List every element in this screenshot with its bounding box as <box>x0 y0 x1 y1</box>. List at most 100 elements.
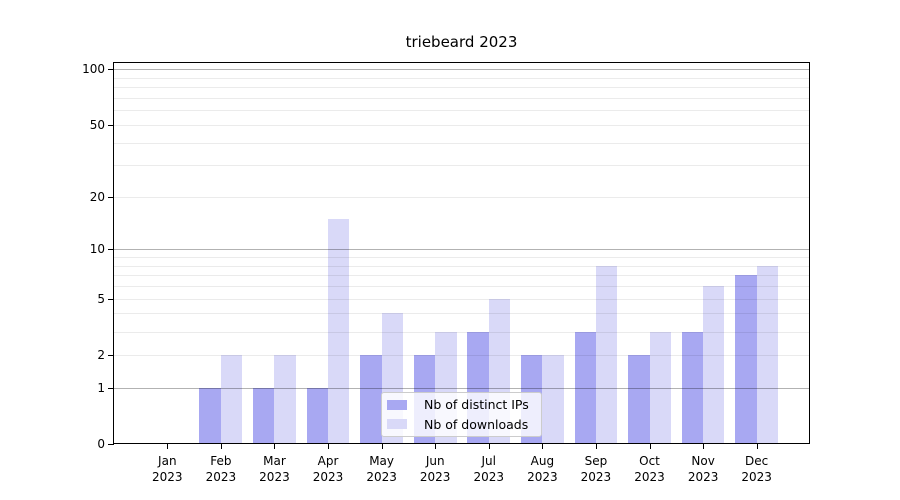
y-tick-label-100: 100 <box>82 62 105 77</box>
chart-title: triebeard 2023 <box>405 33 518 51</box>
x-tick-jul <box>488 444 490 449</box>
x-tick-label-dec: Dec 2023 <box>725 453 789 485</box>
legend-swatch-downloads <box>387 419 407 430</box>
x-label-year: 2023 <box>312 470 344 484</box>
x-label-year: 2023 <box>419 470 451 484</box>
x-label-month: Nov <box>691 454 715 468</box>
bar-nb-of-downloads-apr <box>328 219 350 444</box>
legend-item-downloads: Nb of downloads <box>382 417 541 432</box>
x-tick-aug <box>542 444 544 449</box>
x-tick-sep <box>595 444 597 449</box>
x-tick-jan <box>167 444 169 449</box>
minor-gridline-30 <box>114 165 810 167</box>
x-label-year: 2023 <box>152 470 183 484</box>
x-tick-label-may: May 2023 <box>350 453 414 485</box>
x-label-month: Jul <box>481 454 496 468</box>
x-label-month: May <box>369 454 395 468</box>
x-label-month: Feb <box>210 454 232 468</box>
bar-nb-of-distinct-ips-may <box>360 354 382 444</box>
bar-nb-of-distinct-ips-oct <box>628 354 650 444</box>
minor-gridline-50 <box>114 124 810 126</box>
bar-nb-of-downloads-mar <box>274 354 296 444</box>
minor-gridline-7 <box>114 275 810 277</box>
x-tick-label-jun: Jun 2023 <box>403 453 467 485</box>
bar-nb-of-distinct-ips-dec <box>735 275 757 444</box>
legend-label-distinct-ips: Nb of distinct IPs <box>424 397 529 413</box>
x-tick-mar <box>274 444 276 449</box>
x-tick-label-apr: Apr 2023 <box>296 453 360 485</box>
x-label-year: 2023 <box>205 470 237 484</box>
bar-nb-of-distinct-ips-apr <box>306 387 329 444</box>
y-tick-5 <box>108 298 114 300</box>
bar-nb-of-distinct-ips-mar <box>253 387 275 444</box>
x-tick-oct <box>649 444 651 449</box>
x-label-year: 2023 <box>473 470 505 484</box>
minor-gridline-90 <box>114 77 810 79</box>
x-label-month: Aug <box>530 454 555 468</box>
minor-gridline-3 <box>114 331 810 333</box>
minor-gridline-4 <box>114 313 810 315</box>
x-tick-label-jul: Jul 2023 <box>457 453 521 485</box>
y-tick-label-5: 5 <box>97 291 105 306</box>
x-tick-label-oct: Oct 2023 <box>618 453 682 485</box>
y-tick-50 <box>108 124 114 126</box>
x-tick-label-aug: Aug 2023 <box>510 453 574 485</box>
x-tick-label-sep: Sep 2023 <box>564 453 628 485</box>
x-label-year: 2023 <box>580 470 612 484</box>
y-tick-20 <box>108 196 114 198</box>
x-label-year: 2023 <box>687 470 719 484</box>
y-tick-1 <box>108 387 114 389</box>
minor-gridline-5 <box>114 298 810 300</box>
x-label-year: 2023 <box>366 470 397 484</box>
x-label-month: Mar <box>263 454 286 468</box>
x-label-month: Oct <box>639 454 660 468</box>
bar-nb-of-distinct-ips-sep <box>574 331 596 444</box>
minor-gridline-9 <box>114 257 810 259</box>
legend-label-downloads: Nb of downloads <box>424 416 529 432</box>
x-tick-feb <box>220 444 222 449</box>
x-tick-dec <box>756 444 758 449</box>
x-tick-label-nov: Nov 2023 <box>671 453 735 485</box>
minor-gridline-2 <box>114 354 810 356</box>
x-label-year: 2023 <box>634 470 665 484</box>
y-tick-label-10: 10 <box>89 242 105 257</box>
x-label-month: Apr <box>317 454 339 468</box>
x-label-month: Dec <box>745 454 769 468</box>
x-label-year: 2023 <box>259 470 290 484</box>
y-tick-label-1: 1 <box>97 380 105 395</box>
x-label-year: 2023 <box>527 470 558 484</box>
bar-nb-of-downloads-oct <box>649 331 671 444</box>
minor-gridline-40 <box>114 142 810 144</box>
bar-nb-of-downloads-nov <box>703 286 725 444</box>
major-gridline-1 <box>114 387 810 389</box>
minor-gridline-80 <box>114 87 810 89</box>
x-tick-may <box>381 444 383 449</box>
y-tick-label-2: 2 <box>97 347 105 362</box>
x-tick-label-feb: Feb 2023 <box>189 453 253 485</box>
x-label-month: Sep <box>584 454 608 468</box>
minor-gridline-60 <box>114 110 810 112</box>
x-label-month: Jan <box>158 454 177 468</box>
y-tick-100 <box>108 69 114 71</box>
y-tick-label-0: 0 <box>97 437 105 451</box>
y-tick-label-50: 50 <box>89 117 105 132</box>
bar-nb-of-distinct-ips-nov <box>681 331 704 444</box>
y-tick-label-20: 20 <box>89 189 105 204</box>
legend-item-distinct-ips: Nb of distinct IPs <box>382 397 541 412</box>
x-tick-apr <box>328 444 330 449</box>
bar-nb-of-downloads-feb <box>220 354 243 444</box>
minor-gridline-20 <box>114 196 810 198</box>
minor-gridline-70 <box>114 98 810 100</box>
x-tick-label-mar: Mar 2023 <box>242 453 306 485</box>
x-label-year: 2023 <box>741 470 772 484</box>
minor-gridline-6 <box>114 286 810 288</box>
legend-swatch-distinct-ips <box>387 399 407 410</box>
major-gridline-10 <box>114 249 810 251</box>
bar-nb-of-distinct-ips-feb <box>199 387 221 444</box>
bar-nb-of-downloads-aug <box>542 354 564 444</box>
x-label-month: Jun <box>425 454 445 468</box>
y-tick-2 <box>108 354 114 356</box>
y-tick-10 <box>108 249 114 251</box>
legend: Nb of distinct IPs Nb of downloads <box>381 392 542 437</box>
bar-nb-of-downloads-sep <box>595 265 618 444</box>
